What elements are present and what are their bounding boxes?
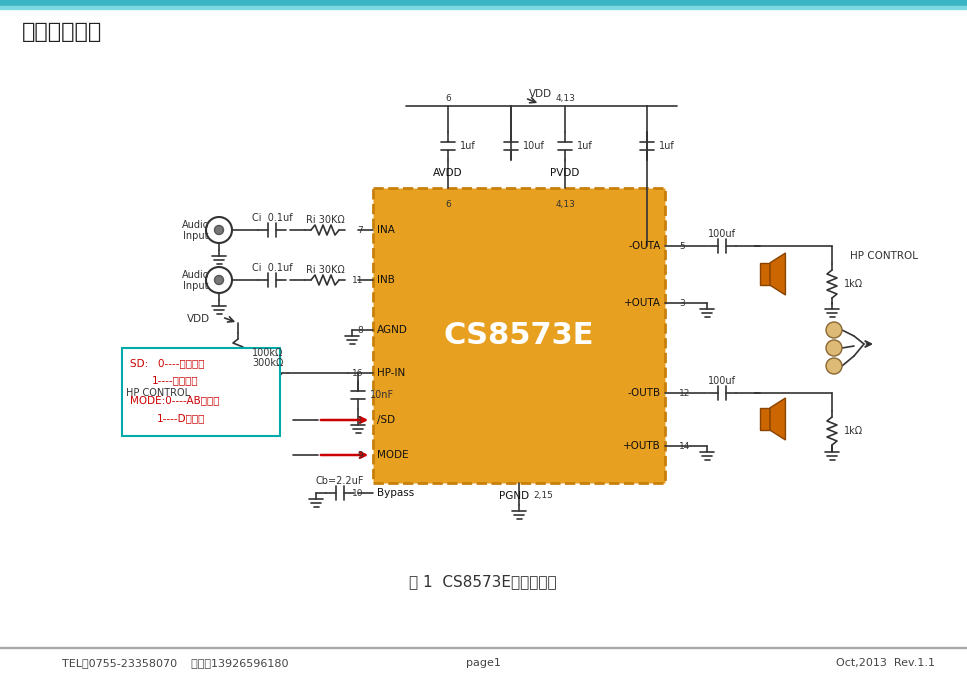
Text: 10nF: 10nF bbox=[370, 390, 395, 400]
Polygon shape bbox=[770, 253, 785, 295]
Text: 7: 7 bbox=[357, 225, 363, 234]
Text: Input: Input bbox=[184, 231, 209, 241]
Text: PGND: PGND bbox=[499, 491, 529, 501]
Text: MODE: MODE bbox=[377, 450, 409, 460]
Text: 图 1  CS8573E应用线路图: 图 1 CS8573E应用线路图 bbox=[409, 575, 557, 590]
Text: TEL：0755-23358070    手机：13926596180: TEL：0755-23358070 手机：13926596180 bbox=[62, 658, 288, 668]
Text: 1uf: 1uf bbox=[577, 141, 593, 151]
Text: AVDD: AVDD bbox=[433, 168, 463, 178]
Text: INB: INB bbox=[377, 275, 395, 285]
Text: 4,13: 4,13 bbox=[555, 200, 575, 209]
Circle shape bbox=[215, 275, 223, 284]
Text: +OUTB: +OUTB bbox=[624, 441, 661, 451]
Bar bbox=[0, 6, 967, 8]
Text: 1kΩ: 1kΩ bbox=[844, 279, 864, 289]
Circle shape bbox=[826, 358, 842, 374]
Text: 10: 10 bbox=[351, 488, 363, 497]
Text: AGND: AGND bbox=[377, 325, 408, 335]
Bar bbox=[0, 647, 967, 648]
Text: 100uf: 100uf bbox=[708, 376, 736, 386]
Text: CS8573E: CS8573E bbox=[444, 321, 595, 350]
Text: Ri 30KΩ: Ri 30KΩ bbox=[306, 265, 344, 275]
Text: 16: 16 bbox=[351, 369, 363, 377]
Text: Ci  0.1uf: Ci 0.1uf bbox=[251, 263, 292, 273]
Text: 4,13: 4,13 bbox=[555, 93, 575, 103]
Text: /SD: /SD bbox=[377, 415, 396, 425]
Text: 11: 11 bbox=[351, 275, 363, 284]
Text: 100uf: 100uf bbox=[708, 229, 736, 239]
Text: 14: 14 bbox=[679, 442, 690, 451]
Circle shape bbox=[215, 225, 223, 234]
Circle shape bbox=[826, 322, 842, 338]
Text: 1uf: 1uf bbox=[460, 141, 476, 151]
Text: Oct,2013  Rev.1.1: Oct,2013 Rev.1.1 bbox=[835, 658, 934, 668]
Text: -OUTA: -OUTA bbox=[629, 241, 661, 251]
Text: PVDD: PVDD bbox=[550, 168, 579, 178]
Polygon shape bbox=[770, 398, 785, 440]
Text: 6: 6 bbox=[445, 93, 451, 103]
Text: 3: 3 bbox=[679, 299, 685, 308]
Text: Cb=2.2uF: Cb=2.2uF bbox=[316, 476, 365, 486]
Text: 8: 8 bbox=[357, 325, 363, 334]
Text: 100kΩ: 100kΩ bbox=[252, 348, 283, 358]
Text: 2,15: 2,15 bbox=[533, 491, 553, 500]
Text: VDD: VDD bbox=[528, 89, 551, 99]
Text: 6: 6 bbox=[445, 200, 451, 209]
Text: INA: INA bbox=[377, 225, 395, 235]
Bar bbox=[760, 408, 770, 430]
Circle shape bbox=[826, 340, 842, 356]
Text: Input: Input bbox=[184, 281, 209, 291]
Text: VDD: VDD bbox=[187, 314, 210, 324]
Text: +OUTA: +OUTA bbox=[624, 298, 661, 308]
Text: Audio: Audio bbox=[182, 220, 210, 230]
Text: SD:   0----芯片工作: SD: 0----芯片工作 bbox=[130, 358, 204, 368]
Text: 1kΩ: 1kΩ bbox=[844, 426, 864, 436]
Text: 典型应用线图: 典型应用线图 bbox=[22, 22, 103, 42]
Text: 1----芯片关断: 1----芯片关断 bbox=[152, 375, 198, 385]
Bar bbox=[0, 0, 967, 6]
Text: HP CONTROL: HP CONTROL bbox=[850, 251, 918, 261]
Text: 1: 1 bbox=[357, 416, 363, 425]
Text: page1: page1 bbox=[465, 658, 501, 668]
FancyBboxPatch shape bbox=[373, 188, 665, 483]
Text: 12: 12 bbox=[679, 388, 690, 397]
Text: MODE:0----AB类模式: MODE:0----AB类模式 bbox=[130, 395, 220, 405]
Text: 1uf: 1uf bbox=[659, 141, 675, 151]
Text: HP CONTROL: HP CONTROL bbox=[126, 388, 190, 398]
Bar bbox=[760, 263, 770, 285]
Text: 300kΩ: 300kΩ bbox=[252, 358, 283, 368]
Text: 5: 5 bbox=[679, 242, 685, 251]
Text: 9: 9 bbox=[357, 451, 363, 460]
Text: Bypass: Bypass bbox=[377, 488, 414, 498]
Text: 10uf: 10uf bbox=[523, 141, 544, 151]
Text: Audio: Audio bbox=[182, 270, 210, 280]
Text: Ri 30KΩ: Ri 30KΩ bbox=[306, 215, 344, 225]
Text: HP-IN: HP-IN bbox=[377, 368, 405, 378]
Text: 1----D类模式: 1----D类模式 bbox=[157, 413, 205, 423]
FancyBboxPatch shape bbox=[122, 348, 280, 436]
Text: Ci  0.1uf: Ci 0.1uf bbox=[251, 213, 292, 223]
Text: -OUTB: -OUTB bbox=[628, 388, 661, 398]
